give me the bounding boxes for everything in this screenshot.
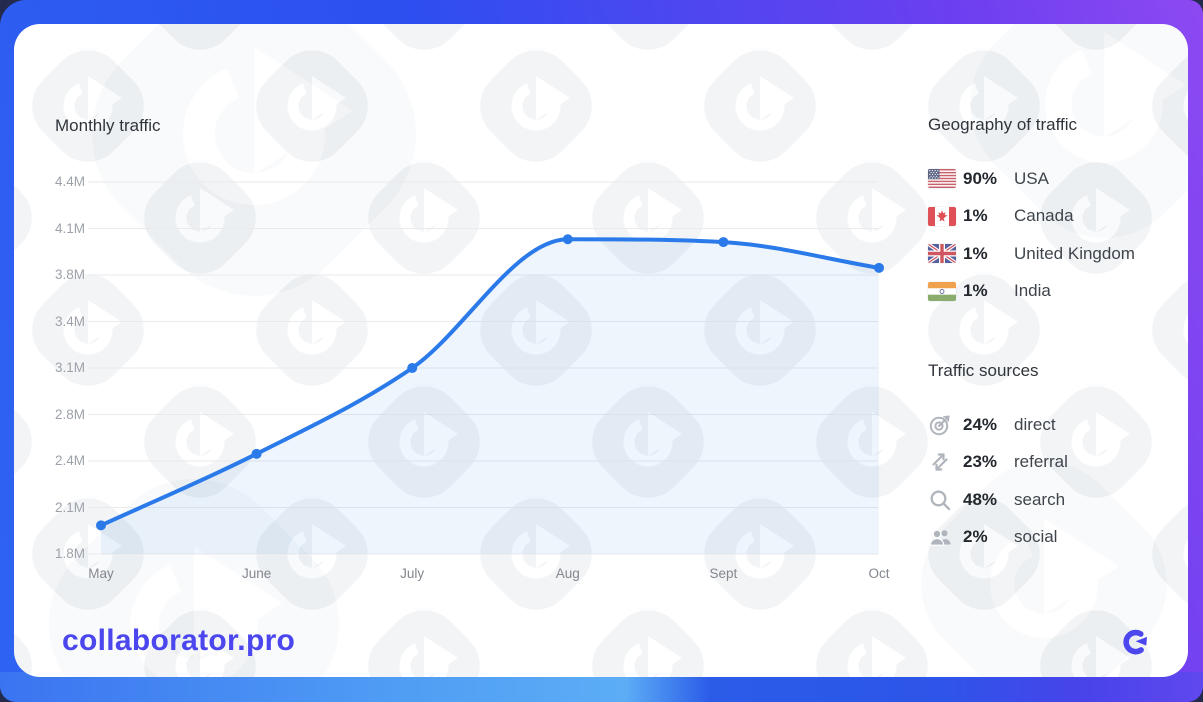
source-label: direct [1014, 414, 1056, 434]
canada-flag-icon [928, 206, 956, 226]
search-icon [928, 488, 952, 512]
x-axis-tick: July [400, 566, 425, 581]
x-axis-tick: Oct [868, 566, 890, 581]
target-icon [928, 413, 952, 437]
y-axis-tick: 3.4M [55, 313, 86, 329]
india-flag-icon [928, 281, 956, 301]
x-axis-tick: Sept [709, 566, 738, 581]
source-label: search [1014, 489, 1066, 509]
traffic-sources-section: Traffic sources 24% direct [928, 360, 1180, 556]
y-axis-tick: 2.4M [55, 453, 86, 468]
report-card: Monthly traffic 4.4M 4.1M 3.8M 3.4M 3.1M 2.8M… [14, 24, 1188, 677]
source-row-social: 2% social [928, 519, 1180, 557]
source-percent: 2% [963, 527, 988, 547]
source-label: social [1014, 527, 1058, 547]
y-axis-tick: 4.1M [55, 220, 86, 236]
geography-title: Geography of traffic [928, 115, 1077, 134]
traffic-sources-title: Traffic sources [928, 361, 1039, 380]
y-axis-tick: 3.8M [55, 267, 86, 282]
geography-of-traffic-section: Geography of traffic [928, 114, 1180, 310]
y-axis-labels: 4.4M 4.1M 3.8M 3.4M 3.1M 2.8M 2.4M 2.1M 1.8M [14, 24, 1188, 677]
people-icon [928, 525, 952, 549]
source-row-direct: 24% direct [928, 406, 1180, 444]
y-axis-tick: 2.8M [55, 406, 86, 422]
y-axis-tick: 3.1M [55, 360, 86, 375]
chart-title: Monthly traffic [55, 116, 161, 135]
source-percent: 24% [963, 414, 998, 434]
geography-country: USA [1014, 168, 1049, 188]
geography-percent: 1% [963, 281, 988, 301]
source-percent: 48% [963, 489, 998, 509]
geography-row-united-kingdom: 1% United Kingdom [928, 235, 1180, 273]
source-percent: 23% [963, 452, 998, 472]
y-axis-tick: 1.8M [55, 546, 86, 561]
brand-logo-text: collaborator.pro [62, 624, 296, 657]
collaborator-mark-icon [1118, 628, 1148, 656]
usa-flag-icon [928, 169, 956, 189]
x-axis-tick: May [88, 566, 114, 581]
y-axis-tick: 2.1M [55, 499, 86, 515]
geography-percent: 1% [963, 243, 988, 263]
x-axis-tick: Aug [555, 566, 580, 581]
geography-row-usa: 90% USA [928, 160, 1180, 198]
chart-labels-layer: Monthly traffic 4.4M 4.1M 3.8M 3.4M 3.1M 2.8M… [14, 24, 1188, 677]
geography-percent: 90% [963, 168, 998, 188]
geography-country: India [1014, 281, 1051, 301]
x-axis-tick: June [241, 566, 272, 581]
geography-percent: 1% [963, 206, 988, 226]
geography-row-canada: 1% Canada [928, 198, 1180, 236]
referral-arrows-icon [928, 450, 952, 474]
x-axis-labels: May June July Aug Sept Oct [14, 24, 1188, 677]
geography-country: United Kingdom [1014, 243, 1135, 263]
source-row-referral: 23% referral [928, 444, 1180, 482]
gradient-frame-bottom-facets [0, 672, 1203, 702]
geography-row-india: 1% India [928, 273, 1180, 311]
y-axis-tick: 4.4M [55, 174, 86, 189]
uk-flag-icon [928, 244, 956, 264]
source-row-search: 48% search [928, 481, 1180, 519]
geography-country: Canada [1014, 206, 1074, 226]
source-label: referral [1014, 452, 1068, 472]
